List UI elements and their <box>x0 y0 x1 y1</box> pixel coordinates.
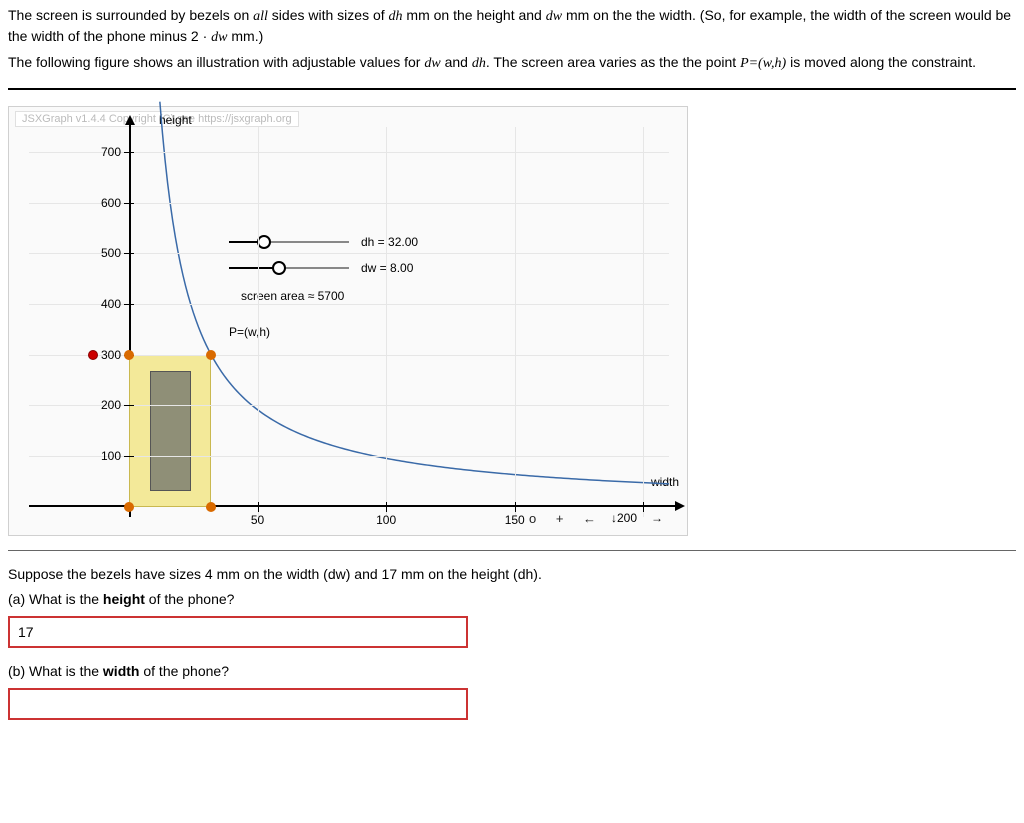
question-b: (b) What is the width of the phone? <box>8 662 1016 682</box>
text: of the phone? <box>139 663 229 679</box>
x-arrow-tick: ↓200 <box>611 511 637 525</box>
var-P: P=(w,h) <box>740 56 786 71</box>
ytick-label: 200 <box>101 398 121 412</box>
jsxgraph-credit: JSXGraph v1.4.4 Copyright (C) see https:… <box>15 111 299 127</box>
text: (b) What is the <box>8 663 103 679</box>
intro-paragraph-1: The screen is surrounded by bezels on al… <box>8 6 1016 47</box>
nav-right-arrow-icon[interactable]: → <box>651 511 663 525</box>
text: . The screen area varies as the the poin… <box>486 54 740 70</box>
emph-all: all <box>253 9 268 24</box>
divider <box>8 550 1016 551</box>
screen-outline <box>150 371 191 491</box>
phone-corner-dot[interactable] <box>206 350 216 360</box>
x-axis-arrow-icon <box>675 501 685 511</box>
text: (a) What is the <box>8 591 103 607</box>
ytick-label: 600 <box>101 196 121 210</box>
text: mm on the height and <box>403 7 546 23</box>
gridline <box>643 127 644 517</box>
answer-b-input[interactable] <box>8 688 468 720</box>
var-dw: dw <box>211 30 227 45</box>
y-axis-arrow-icon <box>125 115 135 125</box>
xtick-label: 100 <box>376 513 396 527</box>
text: The following figure shows an illustrati… <box>8 54 424 70</box>
gridline <box>515 127 516 517</box>
ytick-label: 500 <box>101 246 121 260</box>
xtick-label: 50 <box>251 513 264 527</box>
text: is moved along the constraint. <box>786 54 976 70</box>
xtick-label: 150 <box>505 513 525 527</box>
divider <box>8 88 1016 90</box>
ytick-label: 700 <box>101 145 121 159</box>
gridline <box>386 127 387 517</box>
text: 2 · <box>191 28 211 44</box>
text-bold: width <box>103 663 140 679</box>
var-dw: dw <box>546 9 562 24</box>
var-dh: dh <box>472 56 486 71</box>
point-p-dot[interactable] <box>88 350 98 360</box>
y-axis-label: height <box>159 113 192 127</box>
jsxgraph-panel[interactable]: JSXGraph v1.4.4 Copyright (C) see https:… <box>8 106 688 536</box>
ytick-label: 300 <box>101 348 121 362</box>
question-suppose: Suppose the bezels have sizes 4 mm on th… <box>8 565 1016 585</box>
graph-nav-controls[interactable]: o + ← <box>529 511 604 526</box>
text: of the phone? <box>145 591 235 607</box>
question-a: (a) What is the height of the phone? <box>8 590 1016 610</box>
text: sides with sizes of <box>268 7 389 23</box>
text-bold: height <box>103 591 145 607</box>
text: mm.) <box>227 28 263 44</box>
text: The screen is surrounded by bezels on <box>8 7 253 23</box>
text: and <box>441 54 472 70</box>
var-dw: dw <box>424 56 440 71</box>
gridline <box>258 127 259 517</box>
phone-corner-dot[interactable] <box>124 350 134 360</box>
phone-corner-dot[interactable] <box>206 502 216 512</box>
answer-a-input[interactable] <box>8 616 468 648</box>
ytick-label: 100 <box>101 449 121 463</box>
plot-area[interactable]: height width dh = 32.00 dw = 8.00 screen… <box>129 127 669 507</box>
ytick-label: 400 <box>101 297 121 311</box>
var-dh: dh <box>389 9 403 24</box>
intro-paragraph-2: The following figure shows an illustrati… <box>8 53 1016 74</box>
phone-corner-dot[interactable] <box>124 502 134 512</box>
